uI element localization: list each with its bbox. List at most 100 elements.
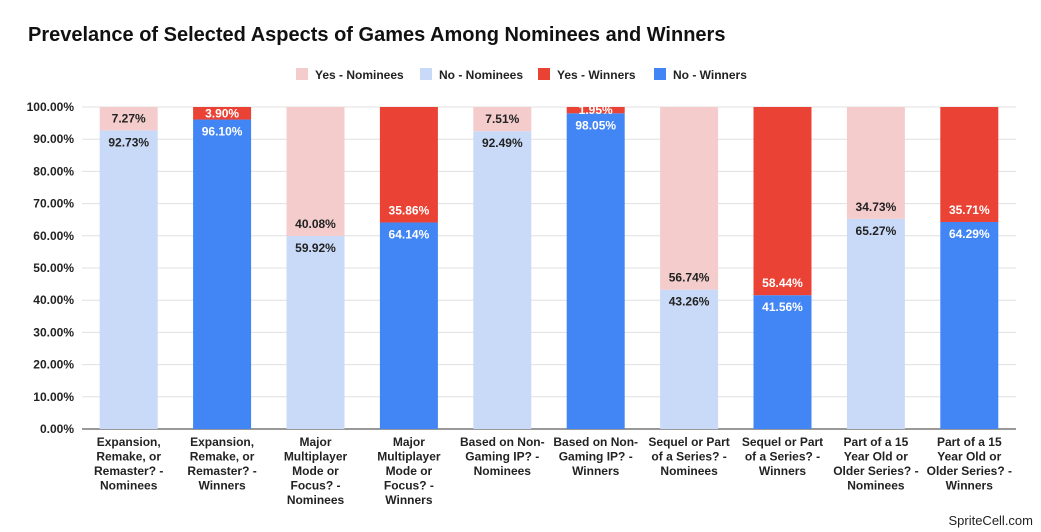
data-label-yes: 7.27%: [112, 111, 146, 125]
chart-title: Prevelance of Selected Aspects of Games …: [28, 24, 726, 46]
y-tick-label: 50.00%: [33, 261, 74, 275]
y-tick-label: 10.00%: [33, 390, 74, 404]
legend-swatch: [654, 68, 666, 80]
y-tick-label: 70.00%: [33, 197, 74, 211]
y-tick-label: 100.00%: [27, 100, 75, 114]
x-axis-ticks: Expansion, Remake, or Remaster? -NomineesE…: [94, 435, 1012, 507]
x-tick-label-line: Winners: [946, 479, 994, 493]
x-tick-label-line: Multiplayer: [377, 450, 441, 464]
x-tick-label-line: Year Old or: [844, 450, 908, 464]
x-tick-label-line: Based on Non-: [460, 435, 545, 449]
x-tick-label: Sequel or Part of a Series? -Nominees: [648, 435, 729, 478]
x-tick-label: Part of a 15 Year Old or Older Series? -No…: [833, 435, 918, 493]
x-tick-label-line: Gaming IP? -: [559, 450, 633, 464]
data-label-no: 59.92%: [295, 241, 336, 255]
data-label-no: 92.73%: [108, 135, 149, 149]
x-tick-label-line: Sequel or Part: [648, 435, 729, 449]
x-tick-label-line: Part of a 15: [937, 435, 1002, 449]
bar-segment-no: [660, 289, 719, 429]
x-tick-label: Based on Non-Gaming IP? -Nominees: [460, 435, 545, 478]
y-tick-label: 90.00%: [33, 132, 74, 146]
x-tick-label-line: Remaster? -: [94, 464, 163, 478]
x-tick-label-line: Winners: [572, 464, 620, 478]
x-tick-label-line: Multiplayer: [284, 450, 348, 464]
bar-segment-no: [286, 236, 345, 429]
bar-segment-no: [846, 218, 905, 429]
bars: [99, 107, 999, 430]
x-tick-label-line: Major: [393, 435, 425, 449]
legend: Yes - Nominees No - Nominees Yes - Winners…: [296, 68, 747, 82]
x-tick-label-line: Winners: [385, 493, 433, 507]
bar-segment-no: [753, 295, 812, 429]
bar-segment-yes: [753, 107, 812, 296]
data-label-no: 65.27%: [856, 224, 897, 238]
bar-segment-no: [193, 119, 252, 430]
x-tick-label-line: Remaster? -: [187, 464, 256, 478]
x-tick-label-line: Remake, or: [96, 450, 161, 464]
x-tick-label-line: Nominees: [474, 464, 532, 478]
legend-label: Yes - Nominees: [315, 68, 404, 82]
watermark: SpriteCell.com: [948, 513, 1033, 528]
bar-segment-no: [473, 131, 532, 430]
data-label-yes: 56.74%: [669, 271, 710, 285]
legend-label: Yes - Winners: [557, 68, 636, 82]
data-label-yes: 35.71%: [949, 203, 990, 217]
bar-segment-yes: [379, 107, 438, 223]
x-tick-label: Major Multiplayer Mode or Focus? -Winners: [377, 435, 441, 507]
data-label-yes: 1.95%: [579, 103, 613, 117]
bar-segment-yes: [940, 107, 999, 222]
x-tick-label-line: Focus? -: [384, 479, 434, 493]
y-tick-label: 40.00%: [33, 293, 74, 307]
data-labels: 7.27% 92.73% 3.90% 96.10% 40.08% 59.92% 35.86%…: [108, 103, 990, 314]
x-tick-label-line: Expansion,: [97, 435, 161, 449]
x-tick-label-line: Based on Non-: [553, 435, 638, 449]
data-label-no: 92.49%: [482, 136, 523, 150]
x-tick-label: Part of a 15 Year Old or Older Series? -Wi…: [927, 435, 1012, 493]
legend-label: No - Nominees: [439, 68, 523, 82]
x-tick-label-line: Remake, or: [190, 450, 255, 464]
x-tick-label-line: Gaming IP? -: [465, 450, 539, 464]
x-tick-label-line: of a Series? -: [745, 450, 820, 464]
bar-segment-no: [379, 222, 438, 429]
x-tick-label: Expansion, Remake, or Remaster? -Nominees: [94, 435, 163, 493]
bar-segment-yes: [846, 107, 905, 219]
x-tick-label-line: Sequel or Part: [742, 435, 823, 449]
x-tick-label-line: Nominees: [100, 479, 158, 493]
legend-swatch: [538, 68, 550, 80]
bar-segment-yes: [99, 107, 158, 131]
y-tick-label: 60.00%: [33, 229, 74, 243]
x-tick-label-line: Major: [299, 435, 331, 449]
data-label-no: 43.26%: [669, 295, 710, 309]
bar-segment-yes: [286, 107, 345, 237]
x-tick-label-line: Expansion,: [190, 435, 254, 449]
x-tick-label-line: Part of a 15: [844, 435, 909, 449]
y-tick-label: 20.00%: [33, 358, 74, 372]
data-label-no: 96.10%: [202, 125, 243, 139]
x-tick-label-line: Mode or: [386, 464, 433, 478]
x-tick-label: Sequel or Part of a Series? -Winners: [742, 435, 823, 478]
data-label-no: 41.56%: [762, 300, 803, 314]
x-tick-label-line: Mode or: [292, 464, 339, 478]
data-label-no: 64.29%: [949, 227, 990, 241]
x-tick-label-line: Nominees: [847, 479, 905, 493]
x-tick-label-line: Older Series? -: [833, 464, 918, 478]
data-label-yes: 35.86%: [389, 203, 430, 217]
x-tick-label-line: Focus? -: [291, 479, 341, 493]
data-label-yes: 7.51%: [485, 112, 519, 126]
bar-segment-yes: [193, 107, 252, 120]
y-tick-label: 80.00%: [33, 164, 74, 178]
x-tick-label-line: of a Series? -: [651, 450, 726, 464]
x-tick-label-line: Winners: [759, 464, 807, 478]
data-label-yes: 58.44%: [762, 276, 803, 290]
data-label-no: 98.05%: [575, 118, 616, 132]
y-axis-ticks: 0.00% 10.00% 20.00% 30.00% 40.00% 50.00% 60.00…: [27, 100, 75, 436]
bar-segment-no: [940, 221, 999, 429]
x-tick-label: Based on Non-Gaming IP? -Winners: [553, 435, 638, 478]
data-label-yes: 40.08%: [295, 217, 336, 231]
x-tick-label-line: Older Series? -: [927, 464, 1012, 478]
y-tick-label: 30.00%: [33, 325, 74, 339]
x-tick-label-line: Year Old or: [937, 450, 1001, 464]
legend-swatch: [296, 68, 308, 80]
x-tick-label-line: Nominees: [287, 493, 345, 507]
